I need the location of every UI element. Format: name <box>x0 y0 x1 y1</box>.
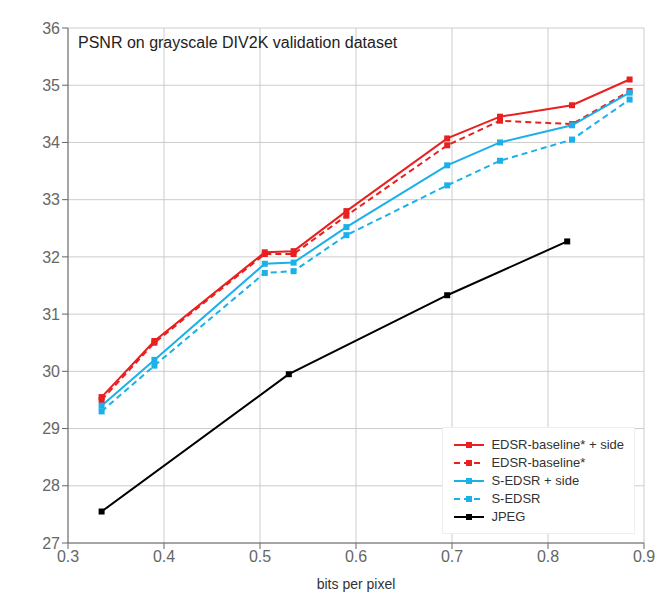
html-text:JPEG: JPEG <box>491 509 526 524</box>
html-text:EDSR-baseline* + side: EDSR-baseline* + side <box>491 437 624 452</box>
svg-text:30: 30 <box>42 363 60 380</box>
svg-text:33: 33 <box>42 191 60 208</box>
svg-text:0.9: 0.9 <box>633 548 655 565</box>
html-text:EDSR-baseline*: EDSR-baseline* <box>491 455 586 470</box>
svg-text:29: 29 <box>42 420 60 437</box>
svg-text:32: 32 <box>42 249 60 266</box>
svg-text:28: 28 <box>42 477 60 494</box>
html-text:S-EDSR + side: S-EDSR + side <box>491 473 580 488</box>
svg-text:0.4: 0.4 <box>153 548 175 565</box>
html-text:S-EDSR: S-EDSR <box>491 491 541 506</box>
svg-text:0.6: 0.6 <box>345 548 367 565</box>
svg-text:0.5: 0.5 <box>249 548 271 565</box>
svg-text:0.3: 0.3 <box>57 548 79 565</box>
html-text:PSNR on grayscale DIV2K valida: PSNR on grayscale DIV2K validation datas… <box>78 34 398 51</box>
svg-text:31: 31 <box>42 306 60 323</box>
svg-text:bits per pixel: bits per pixel <box>317 576 396 592</box>
svg-text:34: 34 <box>42 134 60 151</box>
svg-text:35: 35 <box>42 77 60 94</box>
svg-text:27: 27 <box>42 535 60 552</box>
svg-text:0.7: 0.7 <box>441 548 463 565</box>
svg-text:0.8: 0.8 <box>537 548 559 565</box>
svg-text:36: 36 <box>42 20 60 37</box>
